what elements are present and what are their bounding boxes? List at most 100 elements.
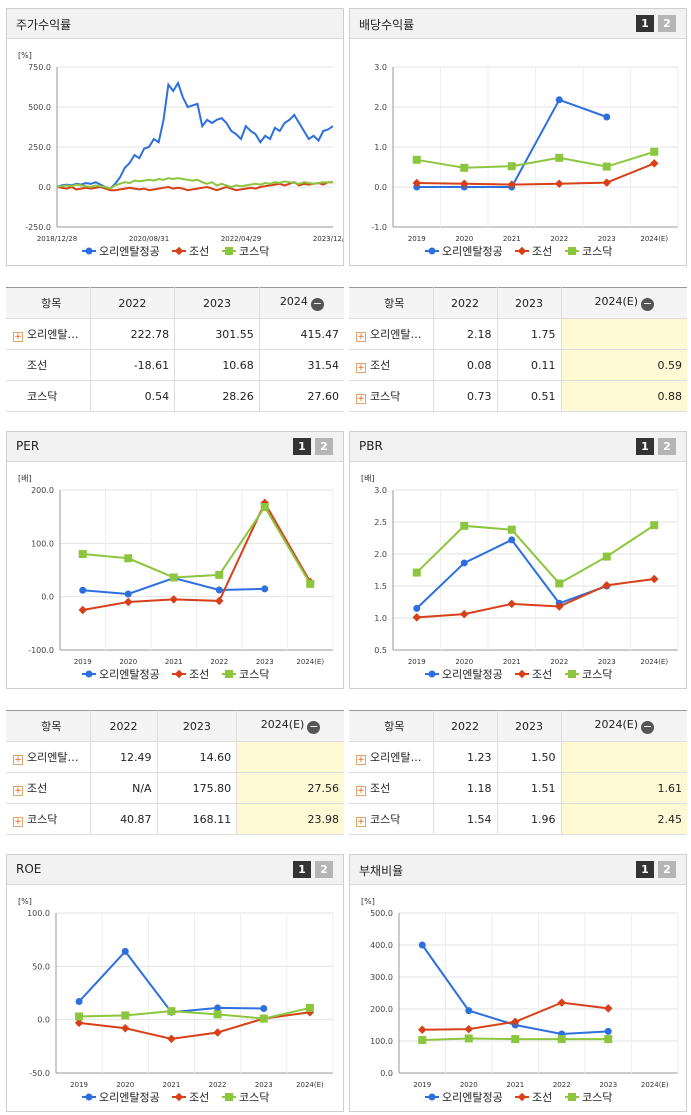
- page-2-button[interactable]: 2: [315, 438, 333, 455]
- x-tick-label: 2024(E): [641, 1081, 669, 1089]
- x-tick-label: 2023: [598, 235, 616, 243]
- point-marker: [507, 599, 516, 609]
- point-marker: [557, 998, 566, 1007]
- legend-marker: [568, 247, 576, 255]
- expand-icon[interactable]: +: [356, 332, 366, 342]
- page-1-button[interactable]: 1: [636, 438, 654, 455]
- series-line: [79, 1006, 311, 1020]
- table-row: + 조선 N/A 175.80 27.56: [6, 772, 344, 804]
- legend-marker: [428, 670, 436, 678]
- table-cell: 28.26: [174, 380, 260, 412]
- series-line: [416, 150, 655, 169]
- expand-icon[interactable]: +: [356, 817, 366, 827]
- collapse-icon[interactable]: −: [307, 720, 321, 734]
- point-marker: [555, 153, 564, 162]
- x-tick-label: 2020: [455, 658, 473, 666]
- collapse-icon[interactable]: −: [641, 720, 655, 734]
- expand-icon[interactable]: +: [13, 332, 23, 342]
- table-row: 코스닥 0.54 28.26 27.60: [6, 380, 344, 412]
- point-marker: [460, 163, 469, 172]
- point-marker: [124, 554, 133, 563]
- point-marker: [413, 604, 421, 612]
- expand-icon[interactable]: +: [13, 786, 23, 796]
- x-tick-label: 2022/04/29: [221, 235, 261, 243]
- legend-label: 코스닥: [582, 245, 612, 258]
- page-1-button[interactable]: 1: [636, 15, 654, 32]
- page-2-button[interactable]: 2: [658, 861, 676, 878]
- pbr-panel: PBR 1 2 [배] 3.0 2.5 2.0 1.5 1.0 0.5 2019 2020 202…: [349, 431, 687, 689]
- page-2-button[interactable]: 2: [658, 15, 676, 32]
- point-marker: [650, 147, 659, 156]
- table-cell: 2.18: [432, 318, 497, 350]
- x-tick-label: 2021: [503, 658, 521, 666]
- x-tick-label: 2019: [413, 1081, 431, 1089]
- series-line: [82, 500, 312, 611]
- legend-label: 코스닥: [582, 1091, 612, 1104]
- table-cell: 0.51: [496, 380, 561, 412]
- y-tick-label: -1.0: [371, 223, 387, 232]
- table-row: + 코스닥 1.54 1.96 2.45: [349, 803, 687, 835]
- expand-icon[interactable]: +: [356, 363, 366, 373]
- unit-label: [%]: [361, 897, 375, 906]
- table-cell: 1.96: [496, 803, 561, 835]
- table-cell: [560, 318, 687, 350]
- x-tick-label: 2021: [165, 658, 183, 666]
- point-marker: [121, 947, 129, 955]
- point-marker: [602, 162, 611, 171]
- y-tick-label: 0.0: [380, 1069, 393, 1078]
- point-marker: [464, 1024, 473, 1034]
- legend-marker: [174, 1092, 184, 1102]
- collapse-icon[interactable]: −: [310, 297, 324, 311]
- point-marker: [260, 1004, 268, 1012]
- table-cell: + 오리엔탈…: [6, 318, 90, 350]
- table-cell: 415.47: [258, 318, 344, 350]
- legend-marker: [174, 669, 184, 679]
- legend-label: 조선: [532, 668, 552, 681]
- page-1-button[interactable]: 1: [293, 861, 311, 878]
- table-header: 2022: [432, 710, 497, 742]
- x-tick-label: 2019: [408, 658, 426, 666]
- table-row: + 조선 0.08 0.11 0.59: [349, 349, 687, 381]
- legend-marker: [517, 1092, 527, 1102]
- point-marker: [167, 1007, 176, 1016]
- y-tick-label: 50.0: [32, 962, 50, 971]
- x-tick-label: 2019: [408, 235, 426, 243]
- expand-icon[interactable]: +: [356, 786, 366, 796]
- legend-marker: [225, 247, 233, 255]
- point-marker: [79, 586, 87, 594]
- point-marker: [460, 521, 469, 530]
- point-marker: [418, 1036, 427, 1045]
- expand-icon[interactable]: +: [13, 755, 23, 765]
- x-tick-label: 2024(E): [296, 1081, 324, 1089]
- expand-icon[interactable]: +: [356, 394, 366, 404]
- legend-label: 오리엔탈정공: [442, 1091, 503, 1104]
- table-cell: + 조선: [349, 349, 433, 381]
- table-cell: 27.60: [258, 380, 344, 412]
- per-table: 항목 2022 2023 2024(E) − + 오리엔탈… 12.49 14.60 + 조선 N/A…: [6, 710, 344, 835]
- x-tick-label: 2023: [255, 1081, 273, 1089]
- point-marker: [305, 1003, 314, 1012]
- table-cell: + 조선: [6, 772, 90, 804]
- point-marker: [603, 113, 611, 121]
- table-cell: 14.60: [156, 741, 237, 773]
- point-marker: [259, 1014, 268, 1023]
- y-tick-label: -50.0: [29, 1069, 50, 1078]
- table-header: 2022: [432, 287, 497, 319]
- page-1-button[interactable]: 1: [636, 861, 654, 878]
- point-marker: [169, 595, 178, 604]
- page-2-button[interactable]: 2: [315, 861, 333, 878]
- legend-label: 코스닥: [239, 668, 269, 681]
- page-1-button[interactable]: 1: [293, 438, 311, 455]
- expand-icon[interactable]: +: [356, 755, 366, 765]
- y-tick-label: 250.0: [28, 143, 51, 152]
- roe-chart: [%] 100.0 50.0 0.0 -50.0 2019 2020 2021 2022 2023…: [18, 897, 334, 1104]
- y-tick-label: 750.0: [28, 63, 51, 72]
- y-tick-label: -100.0: [28, 646, 54, 655]
- panel-title: ROE: [16, 862, 42, 876]
- point-marker: [412, 568, 421, 577]
- table-cell: 1.61: [560, 772, 687, 804]
- expand-icon[interactable]: +: [13, 817, 23, 827]
- collapse-icon[interactable]: −: [641, 297, 655, 311]
- page-2-button[interactable]: 2: [658, 438, 676, 455]
- legend-label: 조선: [189, 245, 209, 258]
